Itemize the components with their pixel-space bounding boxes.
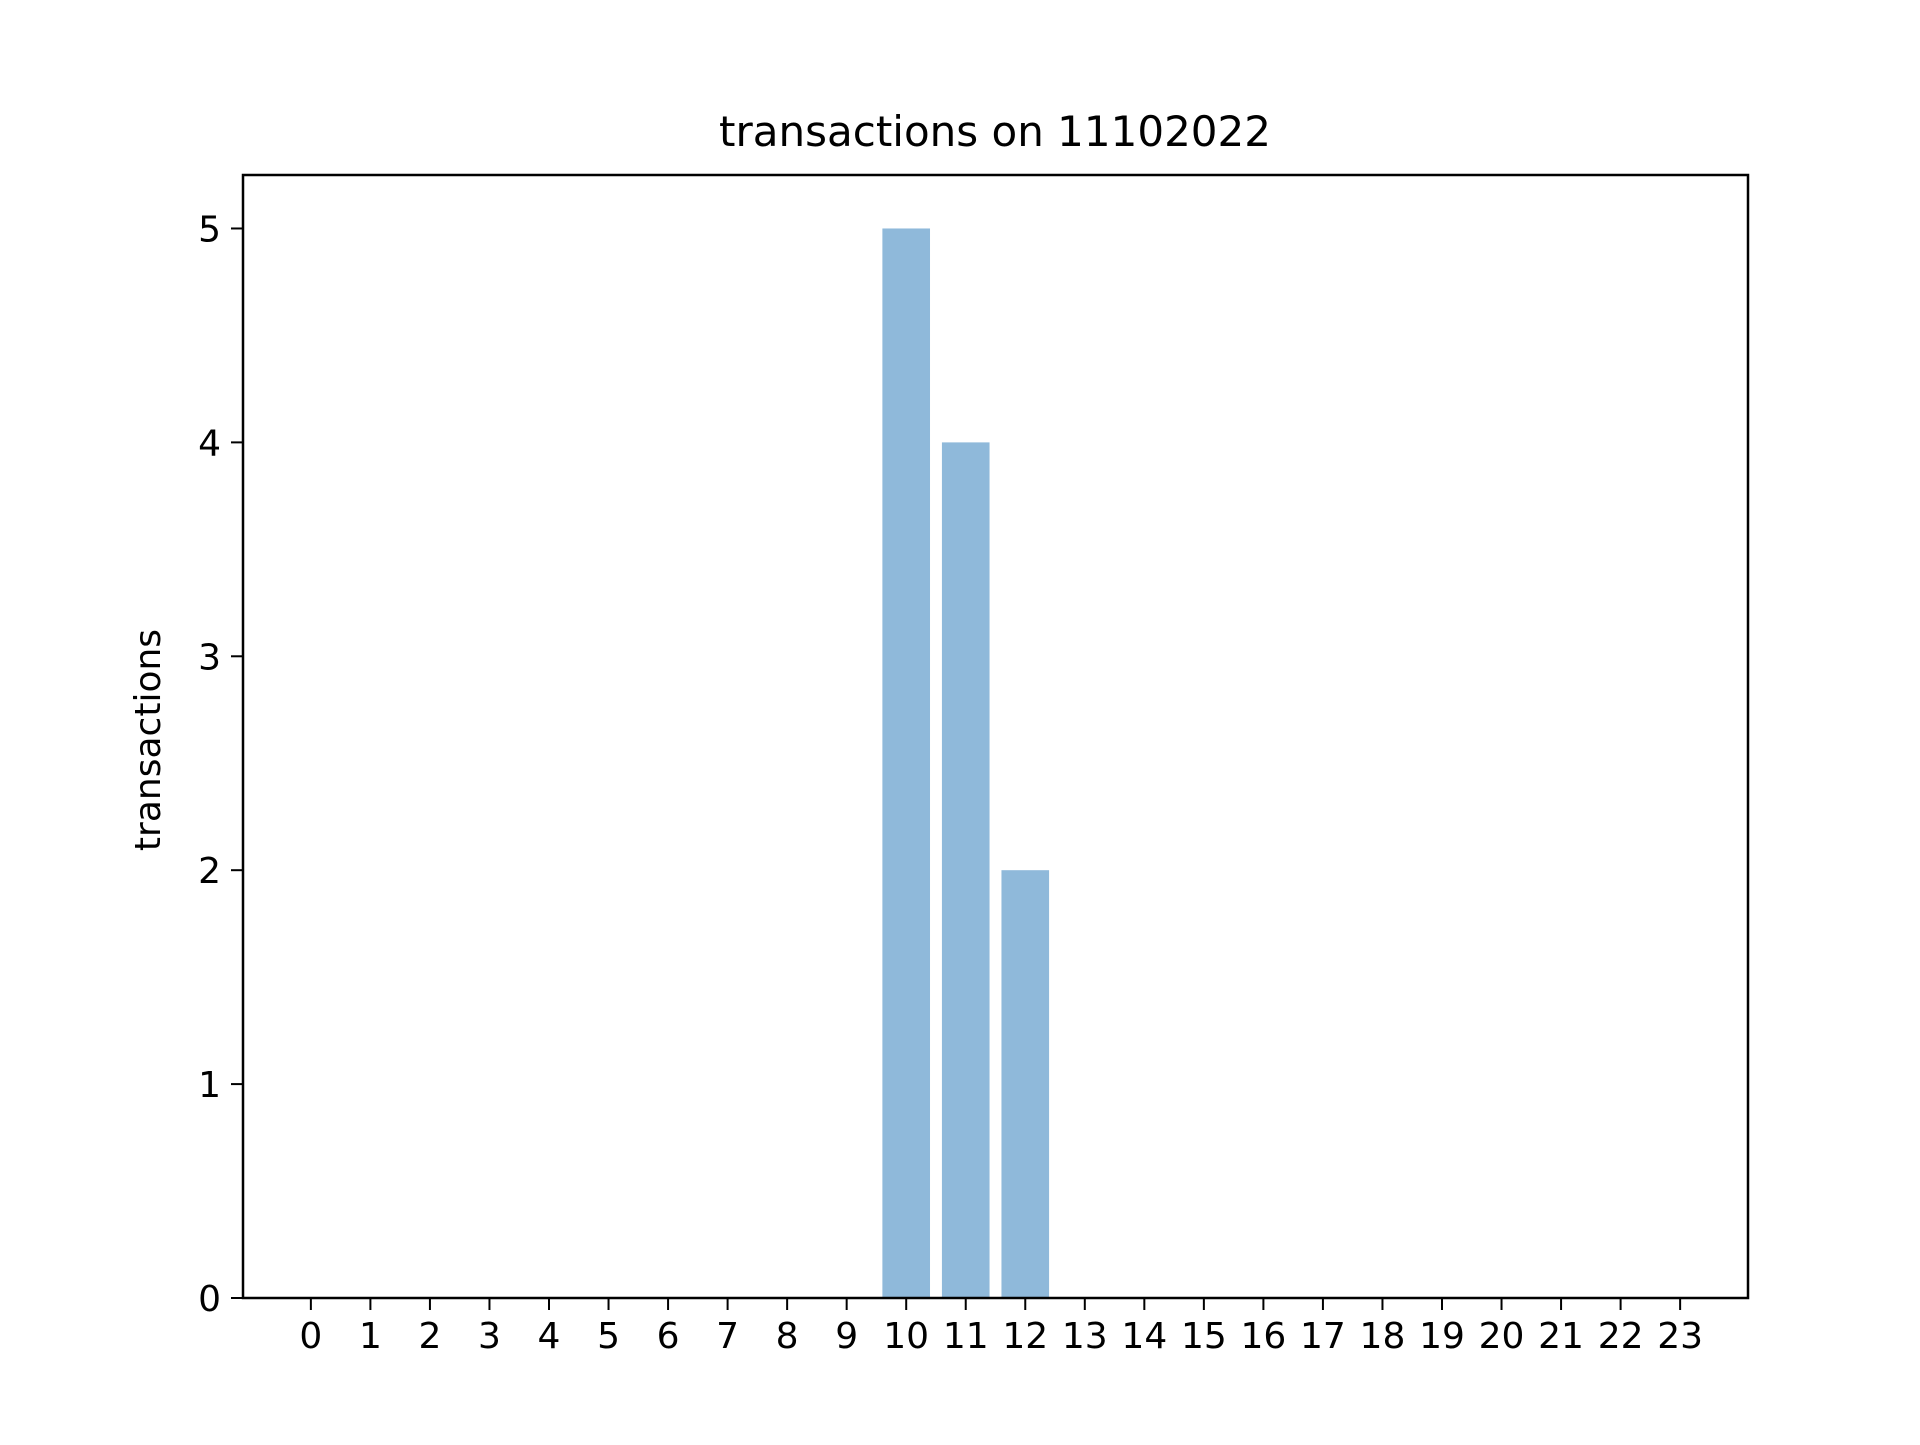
x-tick-label-21: 21 — [1538, 1316, 1584, 1357]
x-tick-label-15: 15 — [1181, 1316, 1227, 1357]
x-tick-label-16: 16 — [1240, 1316, 1286, 1357]
x-axis: 0 1 2 3 4 5 6 7 8 9 10 11 12 13 14 15 16 17 18 19 20 21 22 23 — [299, 1298, 1703, 1357]
x-tick-label-20: 20 — [1479, 1316, 1525, 1357]
x-tick-label-5: 5 — [597, 1316, 620, 1357]
x-tick-label-19: 19 — [1419, 1316, 1465, 1357]
x-tick-label-23: 23 — [1657, 1316, 1703, 1357]
bar-11 — [941, 442, 990, 1298]
y-tick-label-4: 4 — [198, 423, 221, 464]
chart-title: transactions on 11102022 — [719, 107, 1271, 156]
y-axis-label: transactions — [128, 629, 169, 851]
x-tick-label-7: 7 — [716, 1316, 739, 1357]
x-tick-label-4: 4 — [538, 1316, 561, 1357]
y-tick-label-3: 3 — [198, 637, 221, 678]
x-tick-label-17: 17 — [1300, 1316, 1346, 1357]
plot-frame — [241, 173, 1750, 1300]
x-tick-label-22: 22 — [1598, 1316, 1644, 1357]
y-tick-label-1: 1 — [198, 1065, 221, 1106]
bars-layer — [882, 228, 1050, 1298]
y-tick-label-5: 5 — [198, 209, 221, 250]
x-tick-label-10: 10 — [883, 1316, 929, 1357]
x-tick-label-0: 0 — [299, 1316, 322, 1357]
x-tick-label-12: 12 — [1002, 1316, 1048, 1357]
x-tick-label-8: 8 — [776, 1316, 799, 1357]
x-tick-label-6: 6 — [657, 1316, 680, 1357]
y-tick-label-2: 2 — [198, 851, 221, 892]
x-tick-label-18: 18 — [1360, 1316, 1406, 1357]
y-tick-label-0: 0 — [198, 1279, 221, 1320]
bar-12 — [1001, 870, 1050, 1298]
x-tick-label-11: 11 — [943, 1316, 989, 1357]
y-axis: 0 1 2 3 4 5 — [198, 209, 243, 1320]
x-tick-label-2: 2 — [418, 1316, 441, 1357]
x-tick-label-3: 3 — [478, 1316, 501, 1357]
x-tick-label-1: 1 — [359, 1316, 382, 1357]
x-tick-label-9: 9 — [835, 1316, 858, 1357]
x-tick-label-14: 14 — [1121, 1316, 1167, 1357]
x-tick-label-13: 13 — [1062, 1316, 1108, 1357]
bar-10 — [882, 228, 931, 1298]
